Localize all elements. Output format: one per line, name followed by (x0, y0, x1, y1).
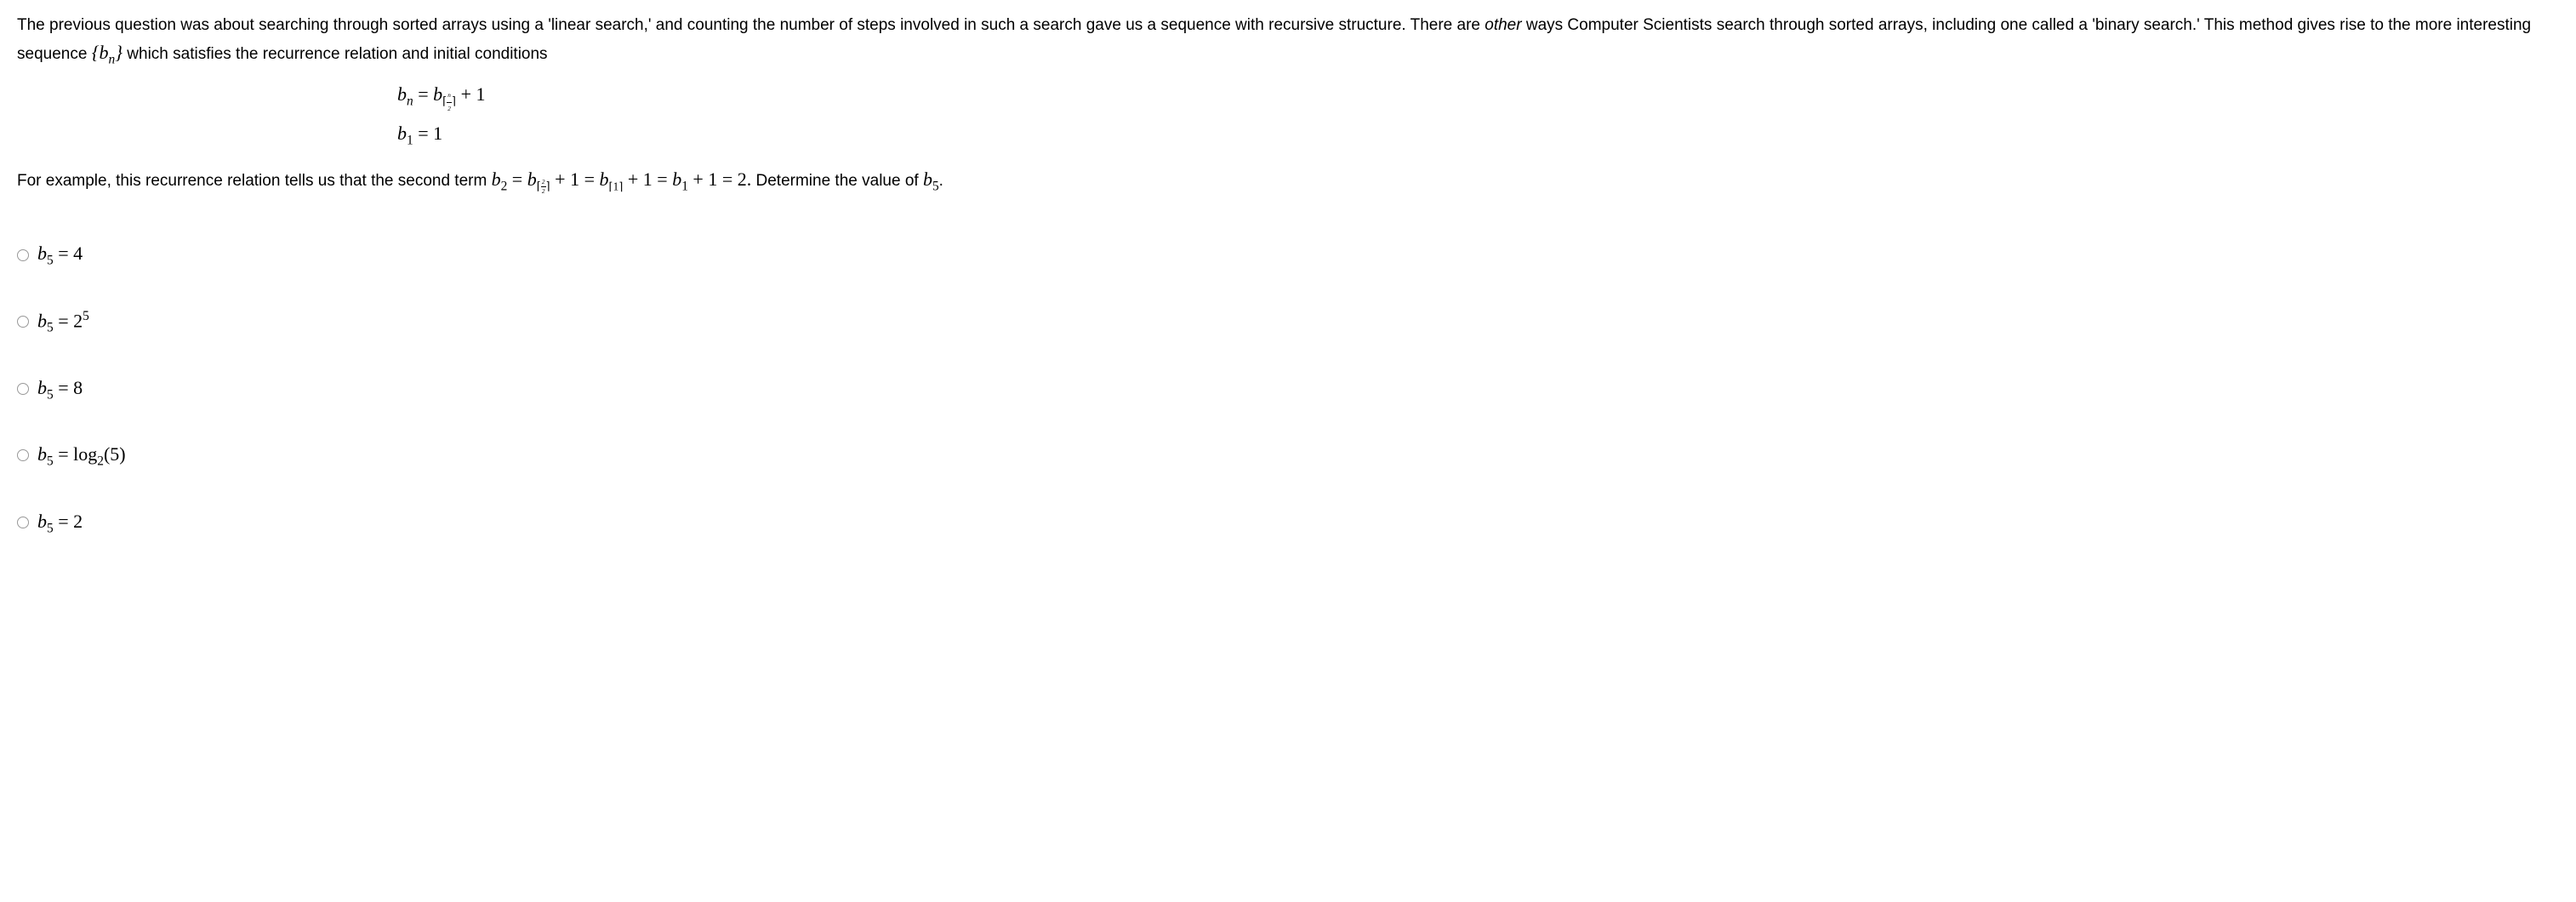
followup-text: For example, this recurrence relation te… (17, 165, 2559, 197)
followup-prefix: For example, this recurrence relation te… (17, 172, 492, 190)
seq-notation: {bn} (92, 42, 123, 63)
options-list: b5 = 4 b5 = 25 b5 = 8 b5 = log2(5) b5 = … (17, 239, 2559, 538)
recurrence-block: bn = b⌈n2⌉ + 1 b1 = 1 (17, 76, 2559, 155)
option-label: b5 = 8 (37, 374, 83, 405)
followup-suffix: Determine the value of (751, 172, 923, 190)
recurrence-line: bn = b⌈n2⌉ + 1 (397, 76, 2559, 115)
option-2[interactable]: b5 = 25 (17, 306, 2559, 338)
option-label: b5 = 2 (37, 507, 83, 539)
radio-icon[interactable] (17, 249, 29, 261)
radio-icon[interactable] (17, 517, 29, 528)
initial-line: b1 = 1 (397, 115, 2559, 154)
option-5[interactable]: b5 = 2 (17, 507, 2559, 539)
option-label: b5 = 4 (37, 239, 83, 271)
b5-ref: b5 (923, 168, 939, 190)
intro-tail: which satisfies the recurrence relation … (123, 45, 548, 63)
radio-icon[interactable] (17, 316, 29, 328)
radio-icon[interactable] (17, 449, 29, 461)
intro-italic: other (1485, 16, 1521, 34)
example-math: b2 = b⌈22⌉ + 1 = b⌈1⌉ + 1 = b1 + 1 = 2. (492, 168, 752, 190)
option-1[interactable]: b5 = 4 (17, 239, 2559, 271)
option-4[interactable]: b5 = log2(5) (17, 440, 2559, 471)
radio-icon[interactable] (17, 383, 29, 395)
period: . (939, 172, 943, 190)
option-label: b5 = 25 (37, 306, 89, 338)
option-3[interactable]: b5 = 8 (17, 374, 2559, 405)
option-label: b5 = log2(5) (37, 440, 126, 471)
question-intro: The previous question was about searchin… (17, 14, 2559, 69)
intro-prefix: The previous question was about searchin… (17, 16, 1485, 34)
